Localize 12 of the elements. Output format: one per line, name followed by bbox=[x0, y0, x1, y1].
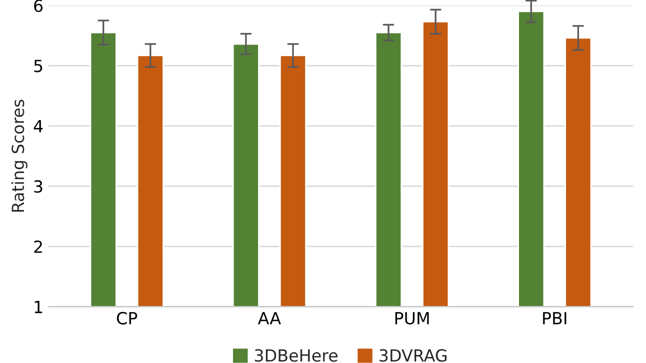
legend-label: 3DBeHere bbox=[254, 349, 338, 362]
y-tick-label: 1 bbox=[34, 300, 42, 314]
y-tick-label: 3 bbox=[34, 180, 42, 193]
x-tick-label: PBI bbox=[543, 312, 566, 324]
y-tick-label: 2 bbox=[34, 240, 42, 253]
y-axis-title: Rating Scores bbox=[11, 100, 28, 212]
x-tick-label: CP bbox=[116, 312, 138, 324]
x-tick-label: PUM bbox=[395, 312, 429, 324]
y-tick-label: 4 bbox=[34, 120, 43, 132]
x-tick-label: AA bbox=[258, 312, 281, 324]
legend-label: 3DVRAG bbox=[380, 349, 446, 362]
y-tick-label: 5 bbox=[34, 60, 42, 72]
